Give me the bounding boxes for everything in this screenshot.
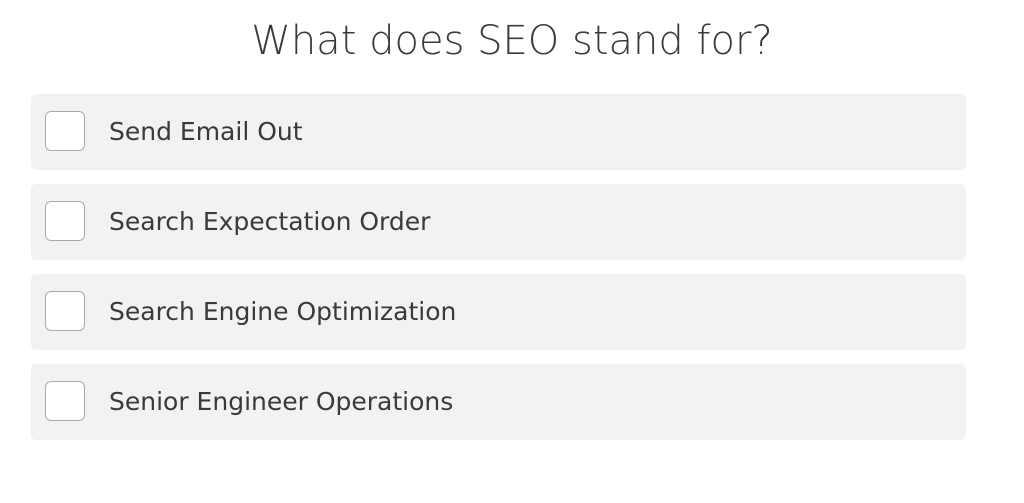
option-label: Search Expectation Order [109, 207, 431, 236]
checkbox[interactable] [45, 201, 85, 241]
option[interactable]: Search Expectation Order [31, 184, 966, 260]
checkbox[interactable] [45, 381, 85, 421]
option[interactable]: Search Engine Optimization [31, 274, 966, 350]
option-label: Search Engine Optimization [109, 297, 457, 326]
checkbox[interactable] [45, 291, 85, 331]
question-title: What does SEO stand for? [251, 18, 773, 64]
option[interactable]: Senior Engineer Operations [31, 364, 966, 440]
option-label: Senior Engineer Operations [109, 387, 454, 416]
option-label: Send Email Out [109, 117, 303, 146]
checkbox[interactable] [45, 111, 85, 151]
option[interactable]: Send Email Out [31, 94, 966, 170]
